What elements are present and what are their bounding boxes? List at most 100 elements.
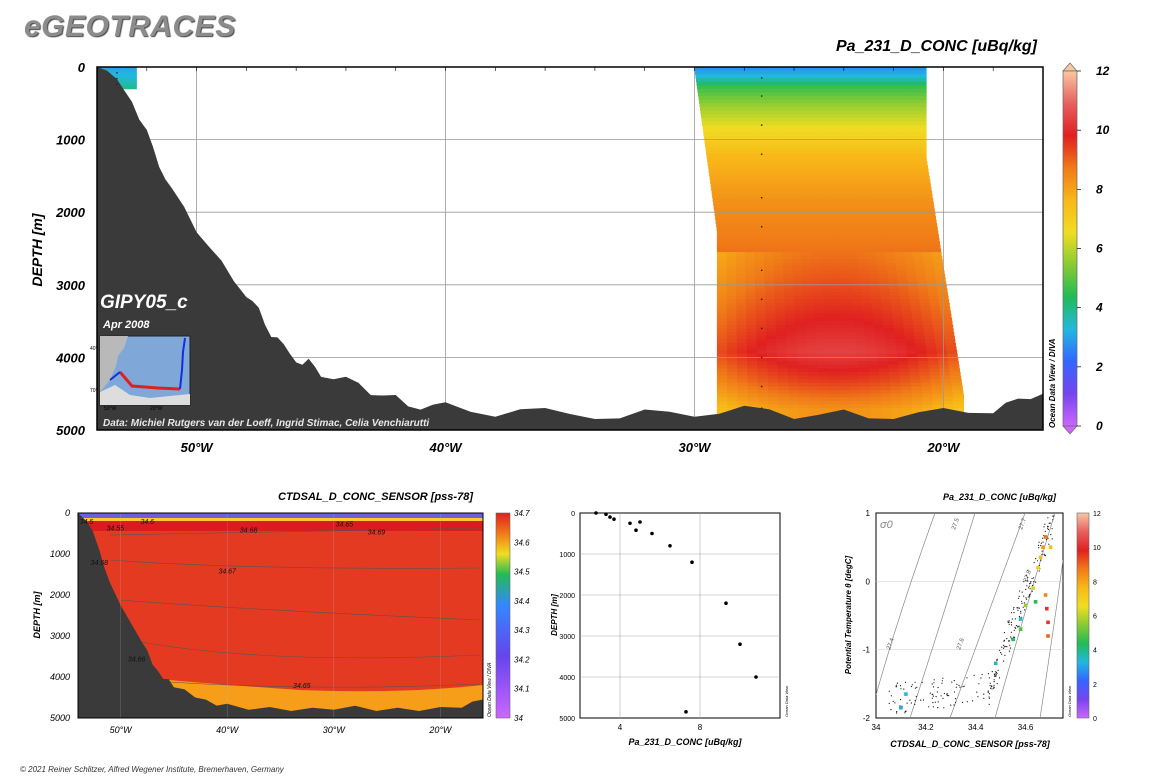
- heat-cell: [897, 99, 908, 104]
- heat-cell: [785, 110, 796, 115]
- heat-cell: [851, 208, 862, 213]
- salinity-x-ticks: 50°W 40°W 30°W 20°W: [110, 725, 453, 735]
- heat-cell: [943, 332, 955, 337]
- heat-cell: [766, 339, 777, 344]
- heat-cell: [818, 237, 829, 242]
- heat-cell: [907, 114, 918, 119]
- heat-cell: [712, 194, 722, 199]
- heat-cell: [872, 165, 883, 170]
- ts-point: [1011, 618, 1013, 620]
- heat-cell: [809, 397, 821, 402]
- heat-cell: [844, 324, 855, 329]
- ts-point: [1030, 581, 1032, 583]
- ts-point: [1020, 612, 1022, 614]
- heat-cell: [931, 252, 942, 257]
- heat-cell: [803, 295, 814, 300]
- heat-cell: [897, 110, 908, 115]
- heat-cell: [907, 106, 918, 112]
- heat-cell: [896, 350, 908, 355]
- ts-point: [921, 681, 923, 683]
- heat-cell: [815, 324, 826, 329]
- heat-cell: [750, 139, 761, 144]
- heat-cell: [716, 230, 727, 235]
- heat-cell: [897, 96, 908, 101]
- heat-cell: [736, 357, 748, 362]
- heat-cell: [832, 299, 843, 304]
- data-point: [608, 515, 612, 519]
- isopycnal-label: 27.7: [1018, 517, 1028, 531]
- heat-cell: [855, 335, 866, 340]
- ts-point: [1006, 646, 1008, 648]
- heat-cell: [876, 350, 888, 355]
- heat-cell: [937, 353, 948, 358]
- heat-cell: [740, 197, 750, 202]
- heat-cell: [815, 143, 826, 148]
- ts-point: [888, 690, 890, 692]
- heat-cell: [858, 190, 868, 195]
- heat-cell: [743, 157, 754, 162]
- heat-cell: [859, 277, 870, 282]
- heat-cell: [753, 161, 763, 166]
- ts-point: [1052, 519, 1054, 521]
- ts-point: [1013, 608, 1015, 610]
- ts-colored-point: [1018, 617, 1023, 621]
- heat-cell: [755, 288, 766, 293]
- heat-cell: [831, 281, 842, 286]
- ts-point: [1021, 602, 1023, 605]
- heat-cell: [806, 139, 816, 144]
- heat-cell: [916, 74, 927, 79]
- heat-cell: [829, 408, 841, 413]
- heat-cell: [737, 175, 747, 181]
- heat-cell: [852, 212, 863, 217]
- heat-cell: [824, 321, 835, 326]
- heat-cell: [745, 172, 756, 177]
- heat-cell: [745, 259, 756, 264]
- heat-cell: [820, 70, 831, 75]
- heat-cell: [921, 248, 932, 253]
- heat-cell: [915, 270, 926, 275]
- heat-cell: [787, 361, 798, 366]
- sample-marker: [760, 95, 763, 97]
- heat-cell: [695, 74, 706, 79]
- heat-cell: [772, 168, 783, 173]
- heat-cell: [793, 103, 804, 108]
- heat-cell: [850, 201, 861, 206]
- heat-cell: [912, 404, 923, 409]
- heat-cell: [894, 186, 904, 191]
- heat-cell: [754, 255, 765, 260]
- heat-cell: [770, 215, 780, 220]
- salinity-bathymetry: [78, 513, 483, 718]
- heat-cell: [746, 342, 758, 348]
- heat-cell: [793, 284, 804, 289]
- heat-cell: [745, 277, 756, 282]
- heat-cell: [724, 154, 735, 159]
- heat-cell: [767, 382, 779, 387]
- ts-colored-point: [993, 661, 998, 666]
- heat-cell: [781, 237, 792, 242]
- heat-cell: [875, 248, 886, 253]
- heat-cell: [808, 386, 820, 391]
- ts-point: [1049, 522, 1051, 524]
- heat-cell: [706, 85, 717, 90]
- colorbar-tick-label: 12: [1093, 511, 1101, 518]
- heat-cell: [725, 161, 736, 166]
- heat-cell: [763, 85, 774, 90]
- heat-cell: [716, 313, 728, 318]
- heat-cell: [837, 237, 847, 242]
- heat-cell: [766, 190, 777, 195]
- sample-marker: [760, 269, 763, 272]
- ts-point: [1025, 588, 1027, 591]
- heat-cell: [887, 201, 898, 206]
- heat-cell: [910, 379, 922, 384]
- heat-cell: [852, 154, 863, 159]
- heat-cell: [737, 393, 749, 398]
- ts-colored-point: [1011, 637, 1015, 642]
- heat-cell: [899, 161, 910, 166]
- heat-cell: [714, 70, 725, 75]
- heat-cell: [797, 150, 808, 155]
- heat-cell: [829, 183, 840, 188]
- ts-point: [1031, 590, 1033, 592]
- ts-point: [1013, 636, 1015, 638]
- heat-cell: [870, 143, 881, 148]
- heat-cell: [765, 321, 777, 326]
